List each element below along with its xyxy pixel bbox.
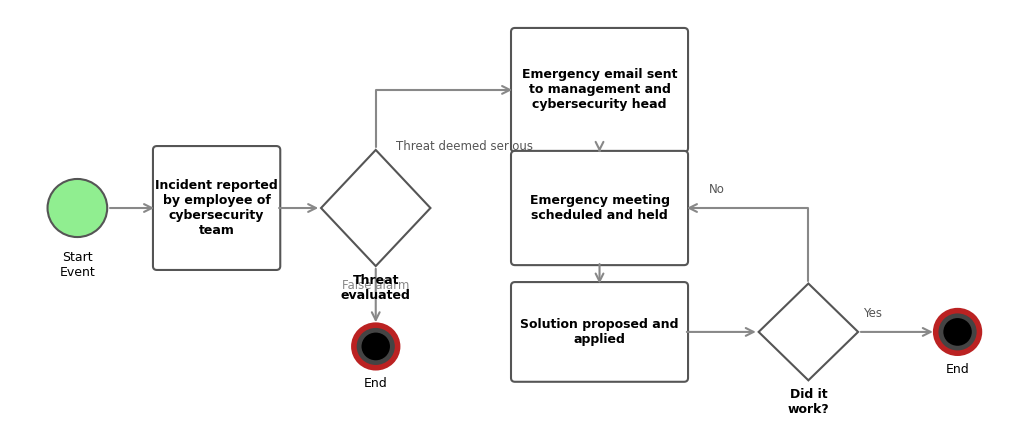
Text: Threat
evaluated: Threat evaluated xyxy=(341,274,411,302)
Text: Emergency email sent
to management and
cybersecurity head: Emergency email sent to management and c… xyxy=(522,68,677,112)
Text: Threat deemed serious: Threat deemed serious xyxy=(395,139,532,153)
Text: No: No xyxy=(709,184,725,196)
Circle shape xyxy=(47,179,108,237)
Text: End: End xyxy=(364,377,388,391)
FancyBboxPatch shape xyxy=(153,146,281,270)
Text: Start
Event: Start Event xyxy=(59,251,95,279)
Circle shape xyxy=(361,332,390,360)
Circle shape xyxy=(943,318,972,346)
Circle shape xyxy=(354,325,397,368)
Polygon shape xyxy=(322,150,430,266)
FancyBboxPatch shape xyxy=(511,151,688,265)
Text: Emergency meeting
scheduled and held: Emergency meeting scheduled and held xyxy=(529,194,670,222)
Text: End: End xyxy=(946,363,970,376)
Text: Did it
work?: Did it work? xyxy=(787,388,829,416)
Text: Incident reported
by employee of
cybersecurity
team: Incident reported by employee of cyberse… xyxy=(156,179,278,237)
Circle shape xyxy=(936,311,979,353)
FancyBboxPatch shape xyxy=(511,282,688,382)
FancyBboxPatch shape xyxy=(511,28,688,152)
Text: Solution proposed and
applied: Solution proposed and applied xyxy=(520,318,679,346)
Text: False alarm: False alarm xyxy=(342,279,410,292)
Text: Yes: Yes xyxy=(863,307,882,320)
Polygon shape xyxy=(759,284,858,380)
